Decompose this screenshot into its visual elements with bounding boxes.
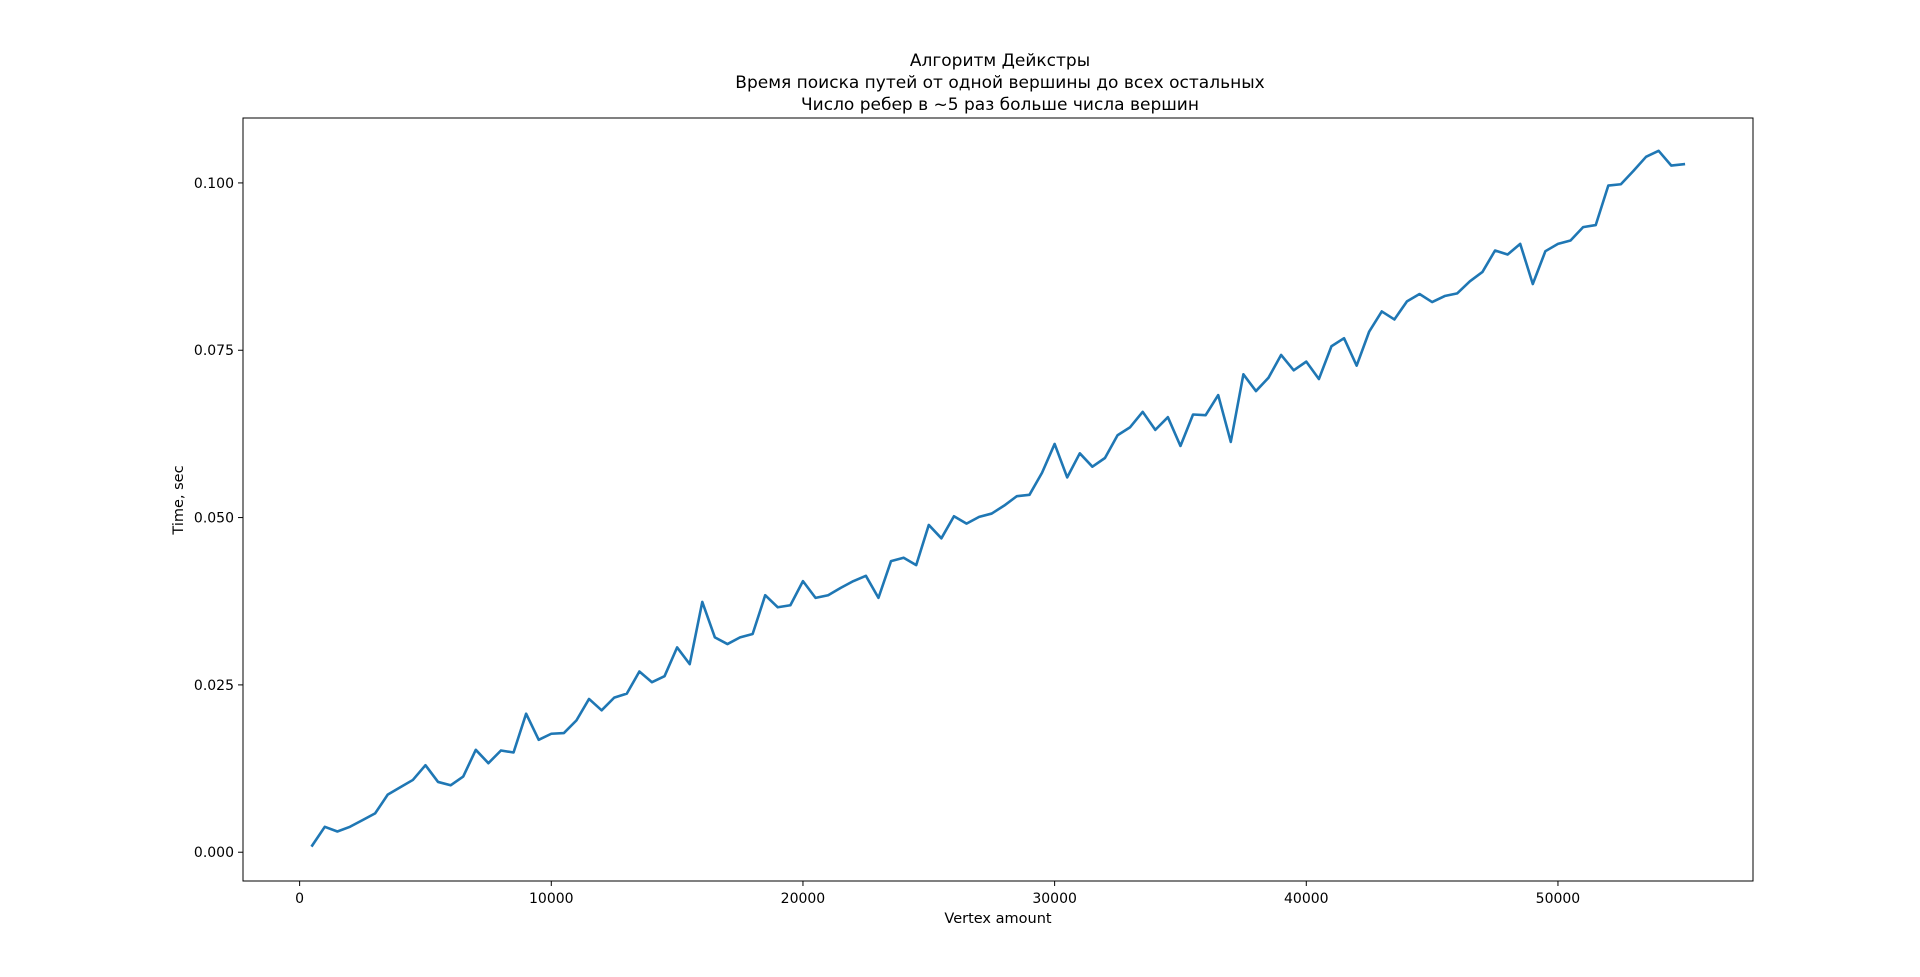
y-axis: 0.000 0.025 0.050 0.075 0.100 <box>194 176 243 861</box>
x-axis: 0 10000 20000 30000 40000 50000 <box>295 881 1580 907</box>
y-tick-label: 0.025 <box>194 678 234 694</box>
x-tick-label: 10000 <box>529 891 574 907</box>
axes-frame <box>242 117 1754 882</box>
y-axis-label: Time, sec <box>171 465 187 535</box>
plot-area <box>310 149 1686 848</box>
x-tick-label: 30000 <box>1032 891 1077 907</box>
y-tick-label: 0.000 <box>194 845 234 861</box>
y-tick-label: 0.100 <box>194 176 234 192</box>
chart-title-line-2: Время поиска путей от одной вершины до в… <box>735 73 1264 93</box>
chart-title-line-1: Алгоритм Дейкстры <box>910 51 1090 71</box>
y-tick-label: 0.050 <box>194 511 234 527</box>
series-line <box>310 149 1686 848</box>
chart-title: Алгоритм Дейкстры Время поиска путей от … <box>735 51 1264 115</box>
x-tick-label: 20000 <box>781 891 826 907</box>
y-tick-label: 0.075 <box>194 343 234 359</box>
x-tick-label: 50000 <box>1536 891 1581 907</box>
x-axis-label: Vertex amount <box>944 911 1051 927</box>
x-tick-label: 40000 <box>1284 891 1329 907</box>
x-tick-label: 0 <box>295 891 304 907</box>
chart-title-line-3: Число ребер в ~5 раз больше числа вершин <box>801 95 1199 115</box>
